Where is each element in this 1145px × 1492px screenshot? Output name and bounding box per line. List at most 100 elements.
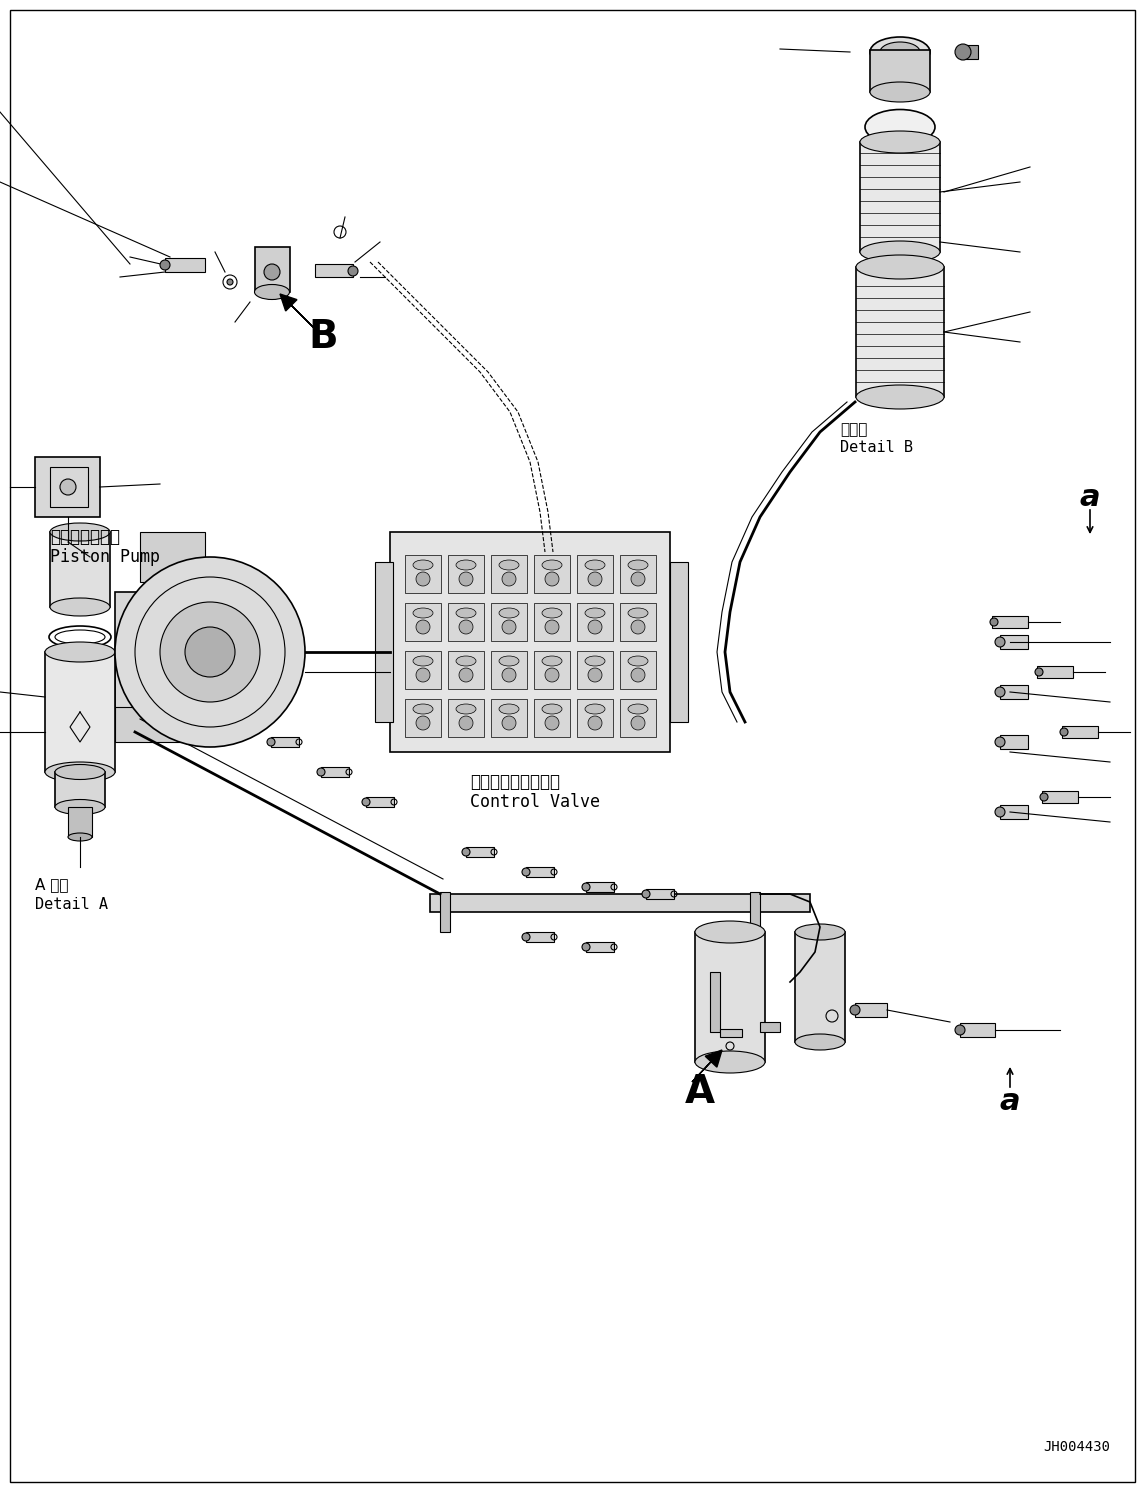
Ellipse shape (456, 560, 476, 570)
Circle shape (995, 686, 1005, 697)
Ellipse shape (695, 1050, 765, 1073)
Bar (534, 555, 570, 592)
Circle shape (990, 618, 998, 627)
Circle shape (348, 266, 358, 276)
Circle shape (589, 571, 602, 586)
Bar (1000, 806, 1028, 819)
Ellipse shape (542, 560, 562, 570)
Circle shape (955, 1025, 965, 1035)
Bar (586, 882, 614, 892)
Circle shape (160, 601, 260, 703)
Circle shape (582, 943, 590, 950)
Circle shape (1060, 728, 1068, 736)
Ellipse shape (542, 704, 562, 715)
Bar (405, 555, 441, 592)
Ellipse shape (856, 255, 943, 279)
Circle shape (264, 264, 281, 280)
Bar (760, 1022, 780, 1032)
Bar (431, 894, 810, 912)
Ellipse shape (55, 800, 105, 815)
Bar (390, 533, 670, 752)
Bar (1063, 727, 1098, 739)
Circle shape (185, 627, 235, 677)
Circle shape (267, 739, 275, 746)
Ellipse shape (795, 924, 845, 940)
Bar (491, 603, 527, 642)
Bar (45, 652, 115, 771)
Text: コントロールバルブ: コントロールバルブ (469, 773, 560, 791)
Ellipse shape (499, 560, 519, 570)
Ellipse shape (695, 921, 765, 943)
Bar (577, 603, 613, 642)
Ellipse shape (254, 285, 290, 300)
Bar (619, 651, 656, 689)
Ellipse shape (585, 609, 605, 618)
Circle shape (416, 716, 431, 730)
Ellipse shape (413, 656, 433, 665)
Bar (619, 603, 656, 642)
Circle shape (502, 716, 516, 730)
Bar (491, 698, 527, 737)
Text: ピストンポンプ: ピストンポンプ (50, 528, 120, 546)
Bar (860, 142, 940, 252)
Bar (448, 651, 484, 689)
Ellipse shape (499, 704, 519, 715)
Bar (255, 248, 290, 292)
Ellipse shape (870, 37, 930, 67)
Text: Piston Pump: Piston Pump (50, 548, 160, 565)
Circle shape (995, 807, 1005, 818)
Circle shape (160, 260, 169, 270)
Bar (526, 932, 554, 941)
Ellipse shape (413, 560, 433, 570)
Bar (405, 698, 441, 737)
Bar (405, 651, 441, 689)
Bar (695, 932, 765, 1062)
Circle shape (502, 668, 516, 682)
Ellipse shape (856, 385, 943, 409)
Circle shape (522, 932, 530, 941)
Ellipse shape (45, 762, 115, 782)
Text: Detail A: Detail A (35, 897, 108, 912)
Bar (140, 533, 205, 582)
Circle shape (545, 716, 559, 730)
Circle shape (631, 621, 645, 634)
Ellipse shape (795, 1034, 845, 1050)
FancyArrow shape (281, 294, 315, 330)
Ellipse shape (585, 704, 605, 715)
Text: A 詳細: A 詳細 (35, 877, 69, 892)
Bar (619, 698, 656, 737)
Bar (795, 932, 845, 1041)
Bar (960, 1024, 995, 1037)
Bar (855, 1003, 887, 1018)
Bar (534, 698, 570, 737)
Circle shape (589, 621, 602, 634)
Bar (1000, 736, 1028, 749)
Bar (1037, 665, 1073, 677)
Bar (68, 807, 92, 837)
Text: Control Valve: Control Valve (469, 794, 600, 812)
Circle shape (461, 847, 469, 856)
Ellipse shape (860, 131, 940, 154)
Bar (534, 651, 570, 689)
Bar (750, 892, 760, 932)
Ellipse shape (499, 656, 519, 665)
Bar (670, 562, 688, 722)
Bar (321, 767, 349, 777)
Bar (870, 51, 930, 93)
Ellipse shape (50, 524, 110, 542)
Bar (577, 698, 613, 737)
Circle shape (114, 557, 305, 747)
Bar (165, 258, 205, 272)
Text: A: A (685, 1073, 716, 1112)
Ellipse shape (627, 609, 648, 618)
Circle shape (459, 668, 473, 682)
Ellipse shape (627, 560, 648, 570)
Bar (856, 267, 943, 397)
Bar (271, 737, 299, 747)
Ellipse shape (413, 609, 433, 618)
Ellipse shape (542, 656, 562, 665)
Bar (534, 603, 570, 642)
Circle shape (317, 768, 325, 776)
Circle shape (459, 716, 473, 730)
Text: a: a (1000, 1088, 1020, 1116)
